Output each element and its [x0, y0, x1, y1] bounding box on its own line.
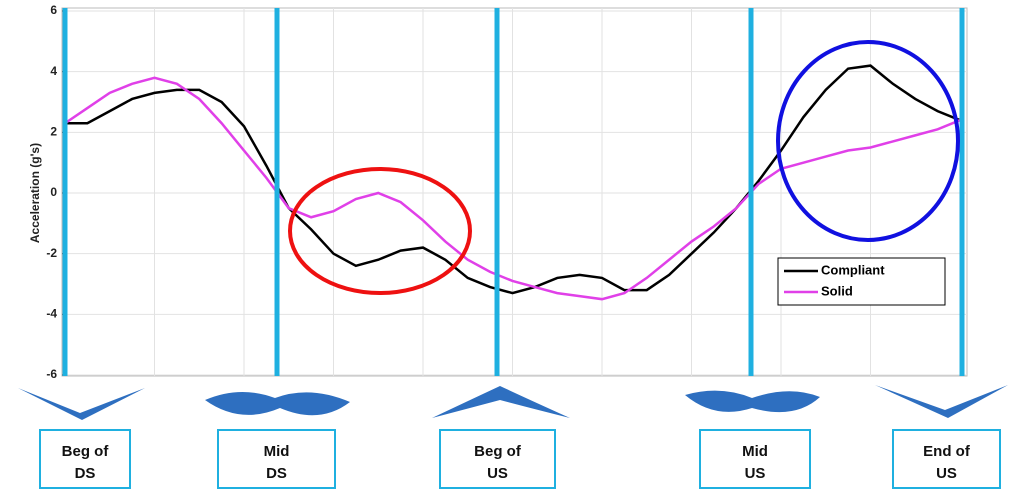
- phase-label: US: [936, 465, 957, 482]
- highlight-ellipse: [776, 40, 960, 242]
- y-tick-label: 0: [50, 185, 57, 199]
- phase-label: DS: [266, 465, 287, 482]
- legend-box: [777, 257, 946, 306]
- y-tick-label: 2: [50, 125, 57, 139]
- series-line: [65, 64, 961, 295]
- wing-icon: [432, 386, 570, 418]
- highlight-ellipse: [288, 167, 472, 295]
- phase-box: [699, 429, 811, 489]
- y-tick-label: -2: [46, 246, 57, 260]
- phase-label: DS: [75, 465, 96, 482]
- legend-label: Compliant: [821, 262, 885, 277]
- series-line: [64, 76, 961, 301]
- phase-label: US: [745, 465, 766, 482]
- y-tick-label: -6: [46, 367, 57, 381]
- phase-label: End of: [923, 443, 971, 460]
- y-tick-label: 6: [50, 3, 57, 17]
- y-tick-label: 4: [50, 64, 57, 78]
- wing-icon: [18, 388, 145, 420]
- legend: Compliant Solid: [777, 257, 946, 306]
- phase-label: US: [487, 465, 508, 482]
- wing-icons: [18, 385, 1008, 420]
- plot-area: [61, 7, 968, 377]
- wing-icon: [205, 391, 350, 416]
- phase-label: Beg of: [474, 443, 522, 460]
- legend-label: Solid: [821, 283, 853, 298]
- phase-box: [892, 429, 1001, 489]
- wing-icon: [875, 385, 1008, 418]
- y-tick-label: -4: [46, 307, 57, 321]
- wing-icon: [685, 390, 820, 413]
- phase-labels: Beg of DS Mid DS Beg of US Mid US End of US: [39, 429, 1001, 489]
- phase-label: Mid: [742, 443, 768, 460]
- y-axis-label: Acceleration (g's): [28, 143, 42, 243]
- phase-box: [217, 429, 336, 489]
- phase-box: [39, 429, 131, 489]
- phase-label: Mid: [264, 443, 290, 460]
- phase-label: Beg of: [62, 443, 110, 460]
- lines: [64, 64, 961, 301]
- phase-lines: [62, 8, 965, 376]
- phase-box: [439, 429, 556, 489]
